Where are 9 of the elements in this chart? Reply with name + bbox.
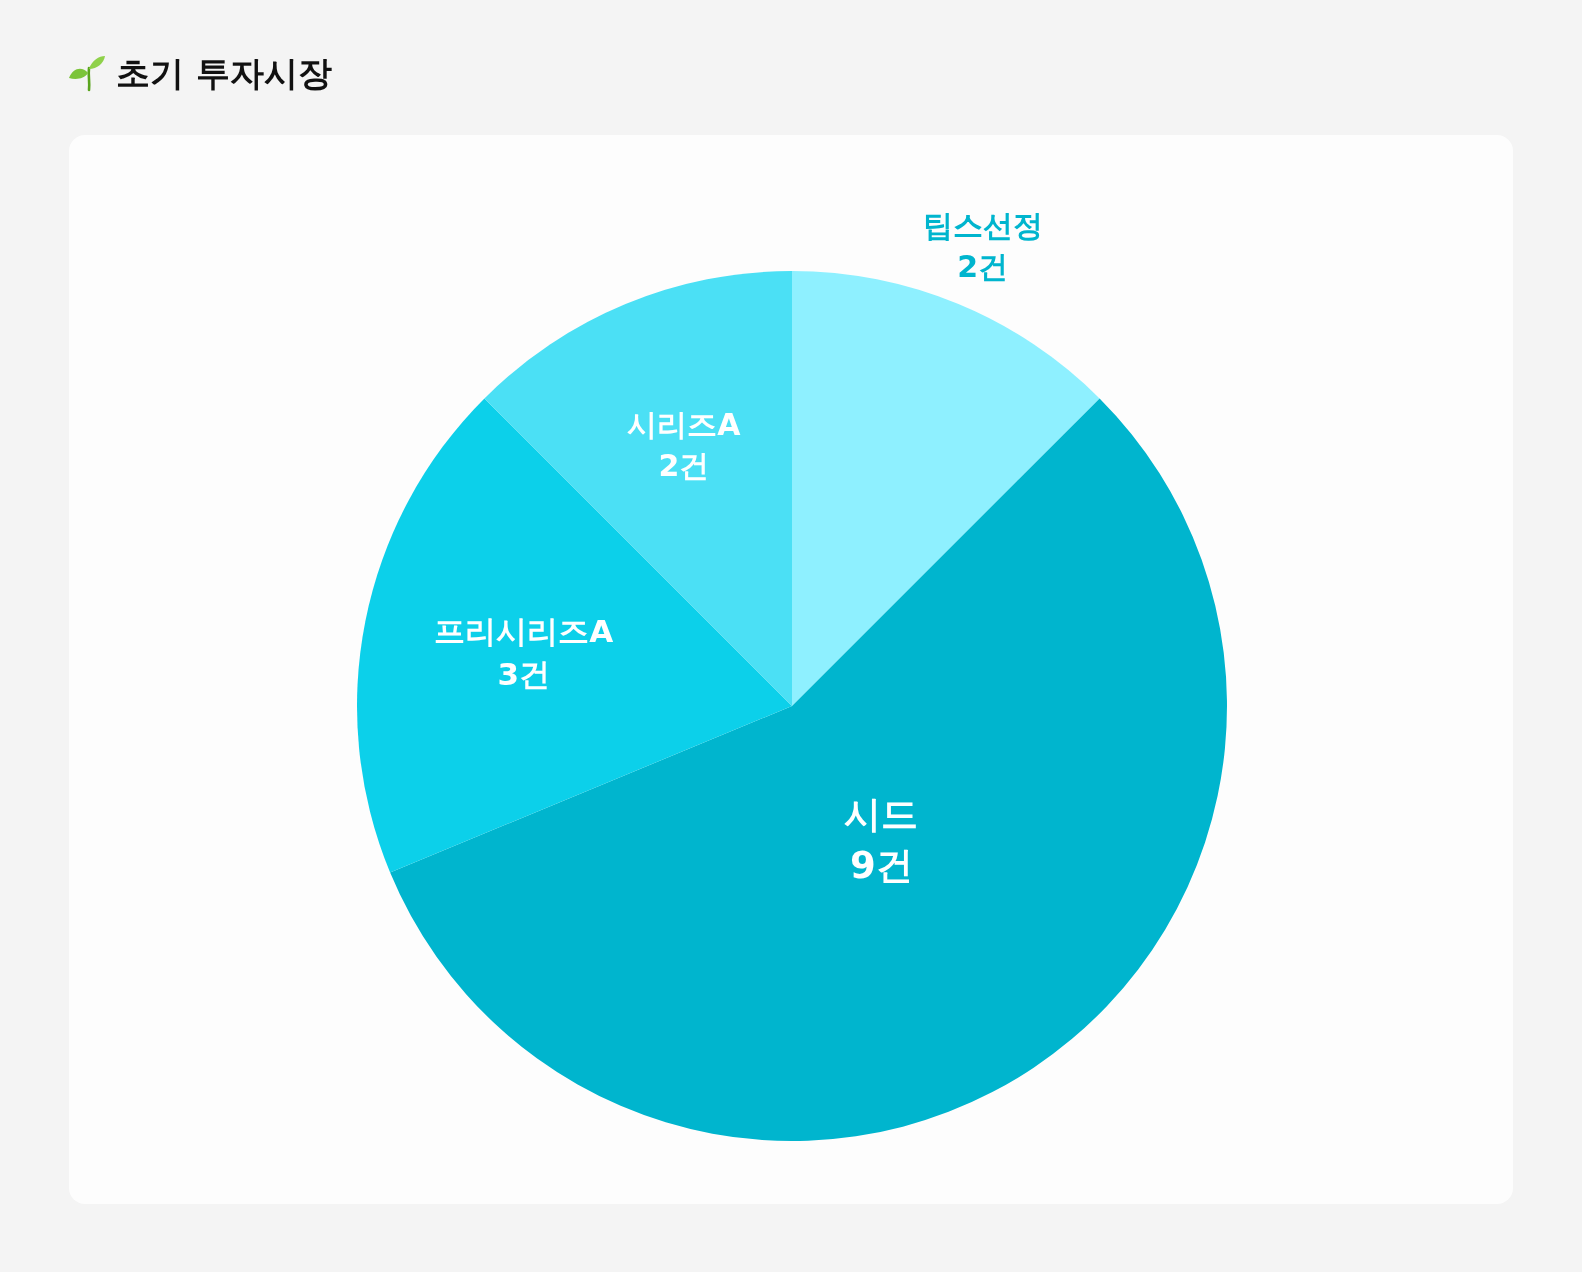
slice-label: 시드	[844, 792, 919, 836]
data-label: 3건	[497, 656, 551, 693]
chart-title: 초기 투자시장	[116, 52, 332, 94]
data-label: 2건	[957, 248, 1009, 284]
data-label: 2건	[658, 447, 710, 483]
slice-label: 프리시리즈A	[434, 613, 614, 650]
slice-label: 시리즈A	[627, 406, 742, 442]
data-label: 9건	[850, 843, 913, 887]
slice-label: 팁스선정	[922, 207, 1043, 243]
